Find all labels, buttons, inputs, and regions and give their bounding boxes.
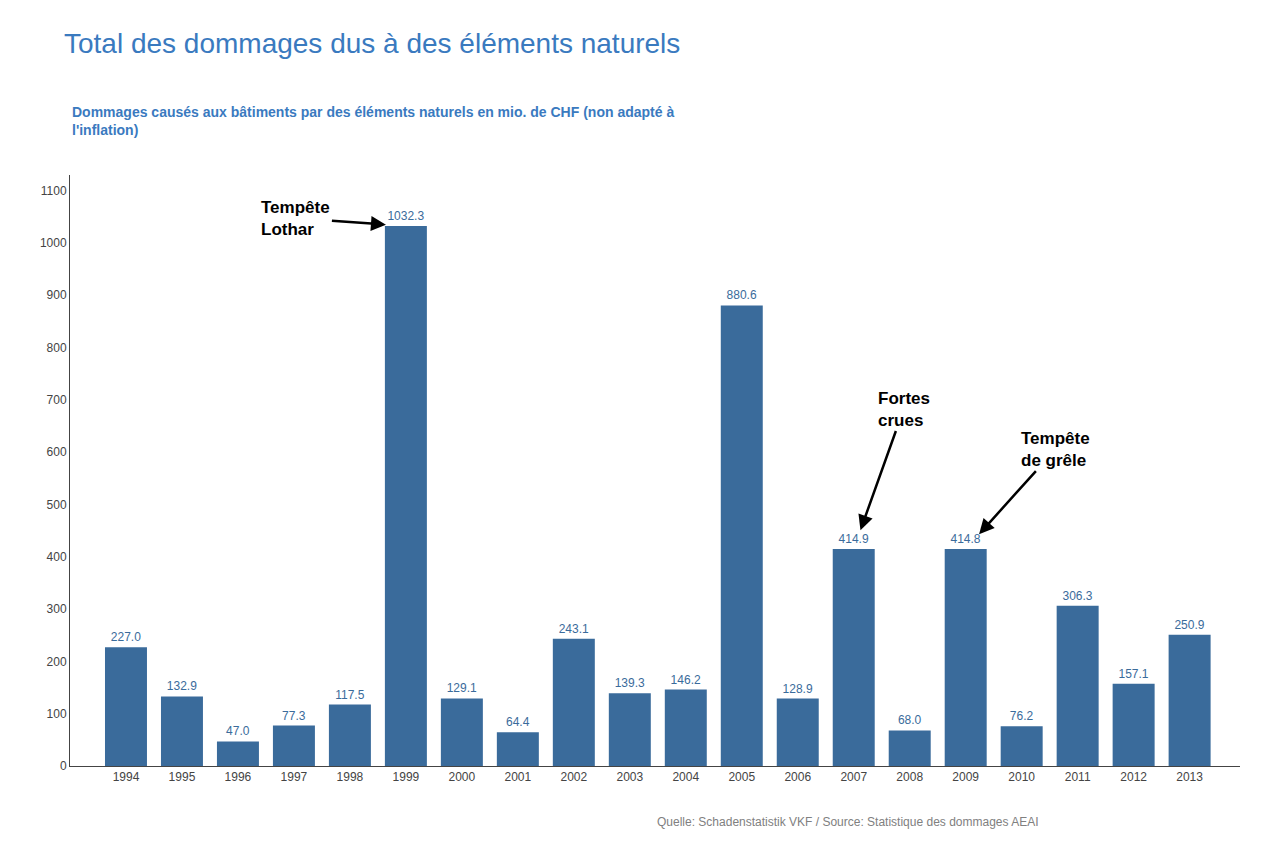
svg-text:1100: 1100 (41, 184, 67, 198)
svg-text:Dommages causés aux bâtiments: Dommages causés aux bâtiments par des él… (72, 104, 674, 138)
svg-text:68.0: 68.0 (898, 713, 922, 727)
svg-text:2000: 2000 (449, 770, 476, 784)
svg-text:64.4: 64.4 (506, 715, 530, 729)
svg-text:TempêteLothar: TempêteLothar (261, 198, 330, 239)
svg-text:2001: 2001 (504, 770, 531, 784)
svg-text:2007: 2007 (840, 770, 867, 784)
svg-text:2005: 2005 (728, 770, 755, 784)
svg-text:227.0: 227.0 (111, 630, 141, 644)
svg-text:100: 100 (47, 707, 67, 721)
svg-text:1000: 1000 (40, 236, 67, 250)
svg-text:77.3: 77.3 (282, 709, 306, 723)
svg-text:1997: 1997 (281, 770, 308, 784)
svg-text:47.0: 47.0 (226, 724, 250, 738)
svg-text:0: 0 (60, 759, 67, 773)
svg-text:2004: 2004 (672, 770, 699, 784)
svg-text:2006: 2006 (784, 770, 811, 784)
svg-text:117.5: 117.5 (335, 688, 364, 702)
svg-text:146.2: 146.2 (671, 673, 701, 687)
svg-text:306.3: 306.3 (1062, 589, 1092, 603)
svg-text:1995: 1995 (169, 770, 196, 784)
svg-text:2003: 2003 (616, 770, 643, 784)
svg-text:Total des dommages dus à des é: Total des dommages dus à des éléments na… (64, 28, 680, 59)
svg-text:2010: 2010 (1008, 770, 1035, 784)
svg-text:2002: 2002 (560, 770, 587, 784)
svg-text:128.9: 128.9 (783, 682, 813, 696)
svg-text:1032.3: 1032.3 (387, 209, 424, 223)
svg-text:500: 500 (47, 498, 67, 512)
svg-text:2013: 2013 (1176, 770, 1203, 784)
svg-text:Fortescrues: Fortescrues (878, 389, 930, 430)
svg-text:800: 800 (47, 341, 67, 355)
svg-text:700: 700 (47, 393, 67, 407)
svg-text:129.1: 129.1 (447, 681, 477, 695)
svg-text:1994: 1994 (113, 770, 140, 784)
svg-text:2011: 2011 (1065, 770, 1091, 784)
svg-text:250.9: 250.9 (1174, 618, 1204, 632)
svg-text:414.8: 414.8 (951, 532, 981, 546)
svg-text:139.3: 139.3 (615, 676, 645, 690)
svg-text:900: 900 (47, 288, 67, 302)
svg-text:1999: 1999 (393, 770, 420, 784)
svg-text:300: 300 (47, 602, 67, 616)
svg-text:1998: 1998 (337, 770, 364, 784)
svg-text:880.6: 880.6 (727, 288, 757, 302)
svg-text:132.9: 132.9 (167, 679, 197, 693)
svg-text:Quelle: Schadenstatistik VKF /: Quelle: Schadenstatistik VKF / Source: S… (657, 815, 1039, 829)
svg-text:2008: 2008 (896, 770, 923, 784)
svg-text:157.1: 157.1 (1118, 667, 1148, 681)
svg-text:1996: 1996 (225, 770, 252, 784)
svg-text:2012: 2012 (1120, 770, 1147, 784)
svg-text:243.1: 243.1 (559, 622, 589, 636)
svg-text:414.9: 414.9 (839, 532, 869, 546)
svg-text:600: 600 (47, 445, 67, 459)
svg-text:200: 200 (47, 655, 67, 669)
svg-text:400: 400 (47, 550, 67, 564)
svg-text:2009: 2009 (952, 770, 979, 784)
svg-text:76.2: 76.2 (1010, 709, 1034, 723)
svg-text:Tempêtede grêle: Tempêtede grêle (1021, 429, 1090, 470)
